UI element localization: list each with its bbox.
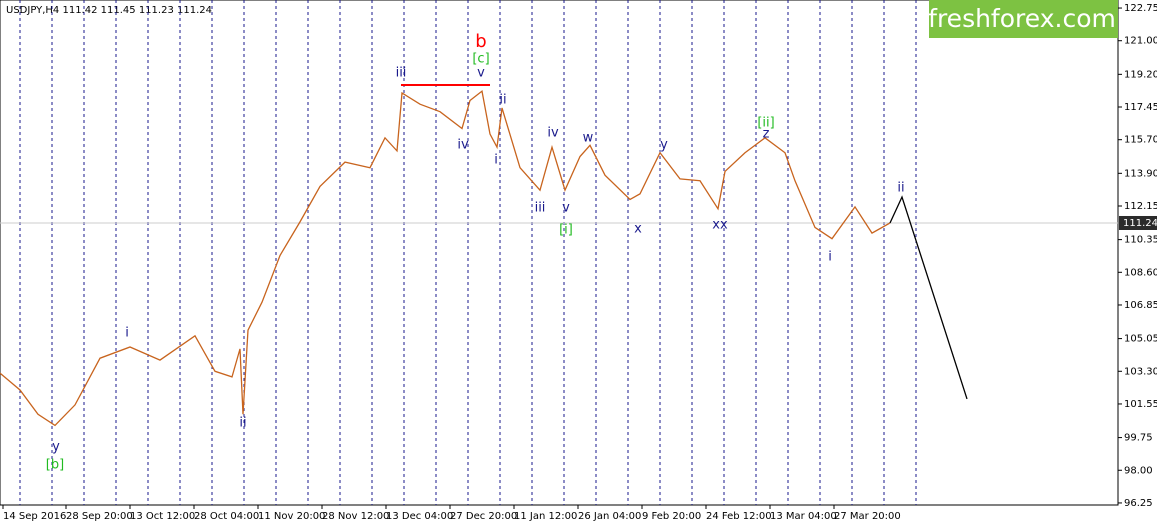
wave-label: iv bbox=[457, 138, 469, 153]
wave-label: y bbox=[52, 440, 60, 455]
current-price-label: 111.24 bbox=[1123, 218, 1157, 229]
wave-label: i bbox=[828, 250, 832, 265]
wave-label: v bbox=[477, 66, 485, 81]
x-tick-label: 28 Nov 12:00 bbox=[322, 511, 389, 522]
wave-label: [i] bbox=[559, 223, 573, 238]
y-tick-label: 98.00 bbox=[1124, 465, 1153, 476]
current-price-box bbox=[1119, 215, 1157, 230]
y-tick-label: 103.30 bbox=[1124, 366, 1157, 377]
y-tick-label: 96.25 bbox=[1124, 498, 1153, 509]
wave-label: ii bbox=[499, 93, 506, 108]
y-tick-label: 113.90 bbox=[1124, 168, 1157, 179]
price-line bbox=[889, 195, 968, 400]
y-tick-label: 112.15 bbox=[1124, 201, 1157, 212]
x-tick-label: 9 Feb 20:00 bbox=[642, 511, 701, 522]
wave-label: [ii] bbox=[757, 116, 774, 131]
x-tick-label: 27 Mar 20:00 bbox=[834, 511, 901, 522]
wave-label: y bbox=[660, 138, 668, 153]
y-tick-label: 122.75 bbox=[1124, 3, 1157, 14]
x-tick-label: 11 Nov 20:00 bbox=[258, 511, 325, 522]
x-tick-label: 13 Dec 04:00 bbox=[386, 511, 453, 522]
x-tick-label: 14 Sep 2016 bbox=[3, 511, 66, 522]
wave-label: iii bbox=[396, 66, 407, 81]
y-tick-label: 99.75 bbox=[1124, 433, 1153, 444]
y-tick-label: 110.35 bbox=[1124, 235, 1157, 246]
wave-label: iv bbox=[547, 126, 559, 141]
wave-label: v bbox=[562, 201, 570, 216]
y-tick-label: 108.60 bbox=[1124, 267, 1157, 278]
watermark: freshforex.com bbox=[928, 4, 1116, 33]
y-tick-label: 115.70 bbox=[1124, 135, 1157, 146]
wave-label: xx bbox=[712, 218, 728, 233]
wave-label: ii bbox=[897, 181, 904, 196]
x-tick-label: 28 Oct 04:00 bbox=[194, 511, 259, 522]
y-tick-label: 105.05 bbox=[1124, 334, 1157, 345]
wave-label: b bbox=[475, 31, 486, 52]
wave-label: z bbox=[763, 127, 770, 142]
wave-label: i bbox=[494, 153, 498, 168]
x-tick-label: 11 Jan 12:00 bbox=[514, 511, 577, 522]
x-tick-label: 28 Sep 20:00 bbox=[66, 511, 133, 522]
wave-label: x bbox=[634, 222, 642, 237]
y-tick-label: 121.00 bbox=[1124, 36, 1157, 47]
chart-title: USDJPY,H4 111.42 111.45 111.23 111.24 bbox=[6, 5, 212, 16]
wave-label: [c] bbox=[472, 52, 489, 67]
wave-label: ii bbox=[239, 416, 246, 431]
wave-label: iii bbox=[535, 201, 546, 216]
wave-label: i bbox=[125, 326, 129, 341]
y-tick-label: 117.45 bbox=[1124, 102, 1157, 113]
x-tick-label: 13 Oct 12:00 bbox=[130, 511, 195, 522]
y-tick-label: 119.20 bbox=[1124, 69, 1157, 80]
y-tick-label: 106.85 bbox=[1124, 300, 1157, 311]
y-tick-label: 101.55 bbox=[1124, 399, 1157, 410]
x-tick-label: 27 Dec 20:00 bbox=[450, 511, 517, 522]
plot-frame bbox=[0, 0, 1119, 506]
watermark-box bbox=[929, 0, 1118, 38]
x-tick-label: 26 Jan 04:00 bbox=[578, 511, 641, 522]
wave-label: w bbox=[583, 131, 594, 146]
wave-label: [b] bbox=[46, 458, 64, 473]
x-tick-label: 13 Mar 04:00 bbox=[770, 511, 837, 522]
x-tick-label: 24 Feb 12:00 bbox=[706, 511, 772, 522]
price-line bbox=[0, 89, 891, 427]
